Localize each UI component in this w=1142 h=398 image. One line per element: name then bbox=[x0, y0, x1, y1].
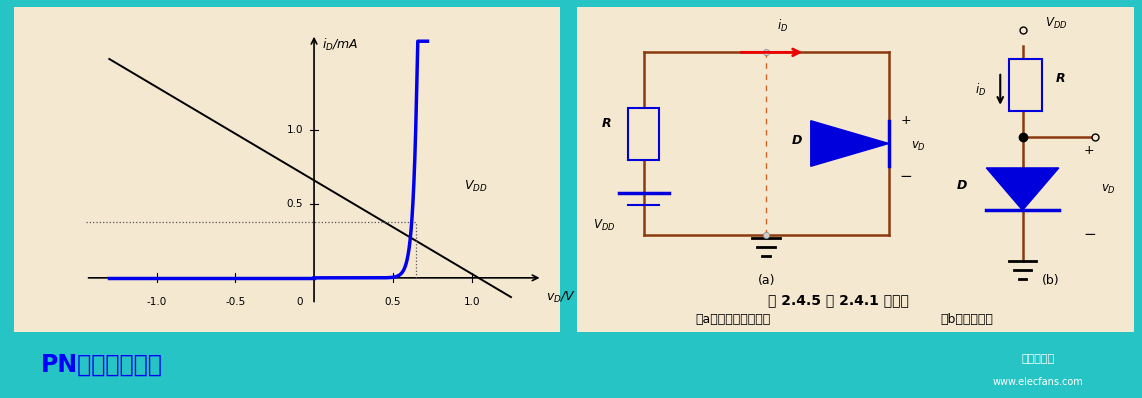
Text: 0.5: 0.5 bbox=[385, 297, 401, 307]
Text: (a): (a) bbox=[757, 274, 775, 287]
FancyBboxPatch shape bbox=[560, 0, 1142, 342]
Polygon shape bbox=[987, 168, 1059, 210]
Text: 图 2.4.5 例 2.4.1 的电路: 图 2.4.5 例 2.4.1 的电路 bbox=[769, 293, 909, 307]
Text: $v_D$: $v_D$ bbox=[911, 140, 926, 153]
Text: R: R bbox=[602, 117, 612, 131]
Bar bbox=[1008, 59, 1042, 111]
Polygon shape bbox=[811, 121, 888, 166]
Text: −: − bbox=[899, 169, 912, 183]
Text: -1.0: -1.0 bbox=[146, 297, 167, 307]
Text: （b）习惯画法: （b）习惯画法 bbox=[940, 313, 994, 326]
Text: $V_{DD}$: $V_{DD}$ bbox=[464, 179, 488, 194]
Text: D: D bbox=[793, 134, 803, 147]
Text: 0.5: 0.5 bbox=[287, 199, 303, 209]
Text: 1.0: 1.0 bbox=[464, 297, 480, 307]
Text: （a）简单二极管电路: （a）简单二极管电路 bbox=[695, 313, 771, 326]
Bar bbox=[628, 108, 659, 160]
FancyBboxPatch shape bbox=[0, 0, 581, 345]
Text: $v_D$/V: $v_D$/V bbox=[546, 289, 576, 304]
Text: $V_{DD}$: $V_{DD}$ bbox=[594, 219, 616, 234]
Text: $V_{DD}$: $V_{DD}$ bbox=[1045, 16, 1067, 31]
Text: $i_D$/mA: $i_D$/mA bbox=[322, 37, 359, 53]
Text: +: + bbox=[900, 114, 911, 127]
Text: (b): (b) bbox=[1042, 274, 1060, 287]
Text: PN结的伏安特性: PN结的伏安特性 bbox=[41, 353, 162, 377]
Text: 0: 0 bbox=[297, 297, 303, 307]
Text: R: R bbox=[1056, 72, 1065, 85]
Text: $i_D$: $i_D$ bbox=[975, 82, 987, 98]
Text: $i_D$: $i_D$ bbox=[778, 18, 788, 35]
Text: 电子发烧友: 电子发烧友 bbox=[1022, 354, 1055, 364]
Text: −: − bbox=[1083, 227, 1096, 242]
Text: $v_D$: $v_D$ bbox=[1101, 183, 1116, 196]
Text: +: + bbox=[1084, 144, 1095, 156]
Text: www.elecfans.com: www.elecfans.com bbox=[992, 377, 1084, 387]
Text: -0.5: -0.5 bbox=[225, 297, 246, 307]
Text: 1.0: 1.0 bbox=[287, 125, 303, 135]
Text: D: D bbox=[957, 179, 967, 192]
